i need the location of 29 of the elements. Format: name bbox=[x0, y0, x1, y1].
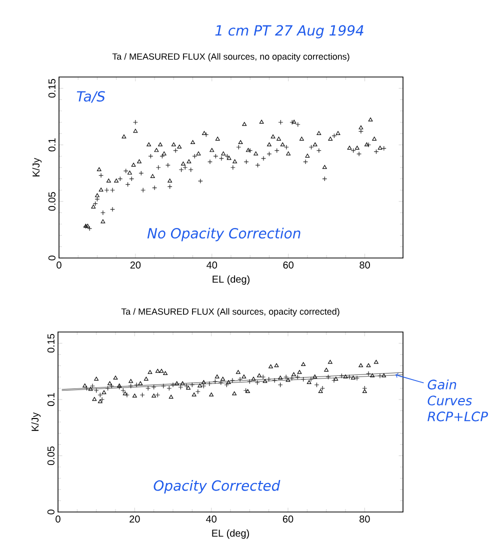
text: 1 cm PT 27 Aug 1994 bbox=[215, 25, 364, 38]
chart-title: Ta / MEASURED FLUX (All sources, opacity corrected) bbox=[121, 308, 340, 316]
annotation: Opacity Corrected bbox=[154, 480, 280, 494]
y-tick-label: 0.15 bbox=[47, 334, 54, 353]
x-tick-label: 40 bbox=[206, 516, 216, 523]
annotation: Ta/S bbox=[76, 91, 106, 103]
y-tick-label: 0.1 bbox=[47, 393, 54, 406]
y-tick-label: 0 bbox=[48, 256, 56, 260]
y-tick-label: 0.1 bbox=[48, 138, 56, 152]
chart-title: Ta / MEASURED FLUX (All sources, no opacity corrections) bbox=[112, 53, 350, 62]
y-tick-label: 0.05 bbox=[47, 446, 54, 466]
y-axis-title: K/Jy bbox=[32, 158, 42, 176]
x-tick-label: 0 bbox=[56, 516, 60, 523]
x-axis-title: EL (deg) bbox=[212, 275, 250, 285]
x-axis-title: EL (deg) bbox=[212, 529, 249, 539]
x-tick-label: 0 bbox=[56, 262, 62, 269]
y-tick-label: 0.05 bbox=[48, 192, 56, 211]
y-tick-label: 0.15 bbox=[48, 79, 56, 98]
x-tick-label: 80 bbox=[360, 516, 370, 523]
x-tick-label: 60 bbox=[282, 516, 294, 523]
x-tick-label: 80 bbox=[360, 262, 370, 269]
y-axis-title: K/Jy bbox=[31, 412, 41, 431]
x-tick-label: 20 bbox=[130, 516, 140, 523]
x-tick-label: 40 bbox=[206, 262, 218, 269]
x-tick-label: 20 bbox=[130, 262, 141, 269]
y-tick-label: 0 bbox=[47, 510, 54, 514]
x-tick-label: 60 bbox=[283, 262, 294, 269]
annotation: Gain Curves RCP+LCP bbox=[428, 379, 488, 422]
annotation: No Opacity Correction bbox=[147, 228, 300, 242]
